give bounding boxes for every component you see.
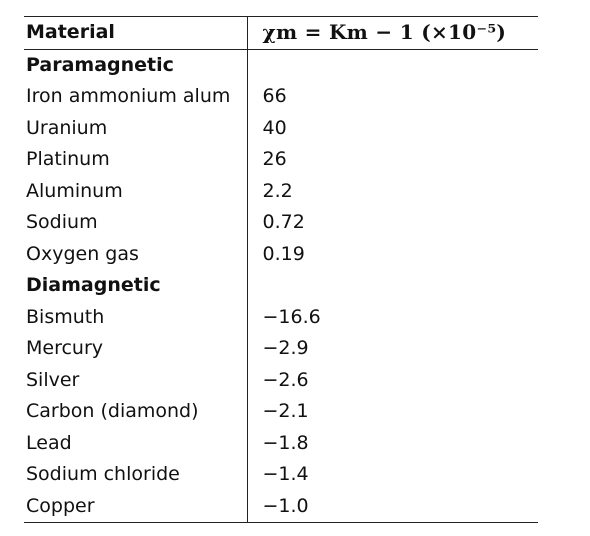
- susceptibility-value-cell: 2.2: [262, 179, 293, 202]
- table-row: Uranium 40: [24, 112, 538, 144]
- susceptibility-value-cell: −2.9: [262, 337, 309, 359]
- table-row: Mercury −2.9: [24, 333, 538, 365]
- material-cell: Oxygen gas: [24, 238, 248, 270]
- table-row: Silver −2.6: [24, 364, 538, 396]
- table-row: Sodium 0.72: [24, 207, 538, 239]
- table-row: Oxygen gas 0.19: [24, 238, 538, 270]
- susceptibility-value-cell: 40: [262, 116, 287, 139]
- table-row: Iron ammonium alum 66: [24, 81, 538, 113]
- material-cell: Iron ammonium alum: [24, 81, 248, 113]
- table-row: Copper −1.0: [24, 490, 538, 523]
- table-row: Carbon (diamond) −2.1: [24, 396, 538, 428]
- table-row: Lead −1.8: [24, 427, 538, 459]
- susceptibility-value-cell: −1.8: [262, 431, 309, 454]
- material-cell: Sodium: [24, 207, 248, 239]
- susceptibility-value-cell: −1.4: [262, 463, 309, 485]
- susceptibility-value-cell: 26: [262, 148, 287, 170]
- material-cell: Aluminum: [24, 175, 248, 207]
- magnetic-susceptibility-table: Material χm = Km − 1 (×10⁻⁵) Paramagneti…: [24, 16, 538, 523]
- section-empty-cell: [247, 49, 538, 81]
- section-empty-cell: [247, 270, 538, 302]
- susceptibility-value-cell: 0.19: [262, 242, 305, 265]
- material-cell: Mercury: [24, 333, 248, 365]
- material-cell: Silver: [24, 364, 248, 396]
- material-cell: Copper: [24, 490, 248, 523]
- table-row: Sodium chloride −1.4: [24, 459, 538, 491]
- material-cell: Platinum: [24, 144, 248, 176]
- section-title: Diamagnetic: [24, 270, 248, 302]
- susceptibility-value-cell: −16.6: [262, 305, 321, 328]
- table-row: Aluminum 2.2: [24, 175, 538, 207]
- material-cell: Carbon (diamond): [24, 396, 248, 428]
- table-row: Platinum 26: [24, 144, 538, 176]
- table-body: Paramagnetic Iron ammonium alum 66 Uranium 4…: [24, 49, 538, 523]
- section-row-diamagnetic: Diamagnetic: [24, 270, 538, 302]
- susceptibility-value-cell: −2.1: [262, 400, 309, 422]
- susceptibility-value-cell: 66: [262, 85, 287, 107]
- susceptibility-value-cell: −2.6: [262, 368, 309, 391]
- susceptibility-table-container: Material χm = Km − 1 (×10⁻⁵) Paramagneti…: [24, 16, 538, 523]
- section-title: Paramagnetic: [24, 49, 248, 81]
- material-cell: Bismuth: [24, 301, 248, 333]
- susceptibility-value-cell: 0.72: [262, 211, 305, 233]
- susceptibility-value-cell: −1.0: [247, 490, 538, 523]
- susceptibility-column-header: χm = Km − 1 (×10⁻⁵): [247, 16, 538, 50]
- material-cell: Uranium: [24, 112, 248, 144]
- material-cell: Sodium chloride: [24, 459, 248, 491]
- header-row: Material χm = Km − 1 (×10⁻⁵): [24, 16, 538, 50]
- table-row: Bismuth −16.6: [24, 301, 538, 333]
- material-column-header: Material: [24, 16, 248, 50]
- section-row-paramagnetic: Paramagnetic: [24, 49, 538, 81]
- material-cell: Lead: [24, 427, 248, 459]
